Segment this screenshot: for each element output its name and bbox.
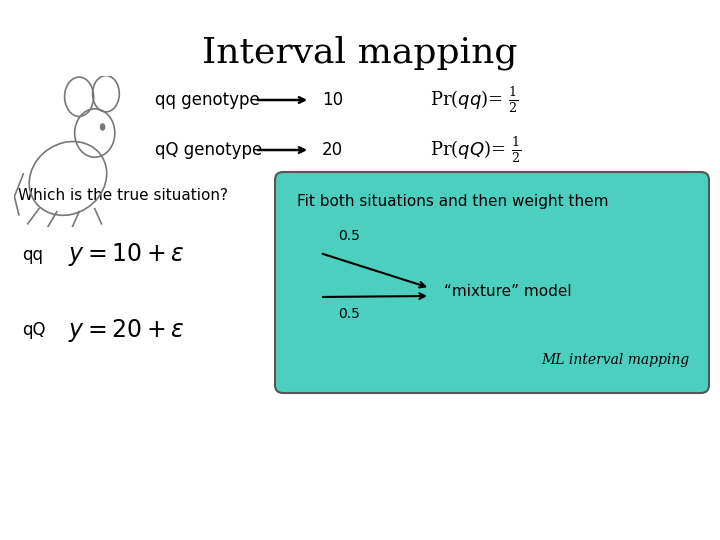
Text: ML interval mapping: ML interval mapping (541, 353, 689, 367)
Text: $y = 20 + \varepsilon$: $y = 20 + \varepsilon$ (68, 316, 184, 343)
Text: Fit both situations and then weight them: Fit both situations and then weight them (297, 194, 608, 209)
Text: Pr($\mathit{qQ}$)= $\mathregular{\frac{1}{2}}$: Pr($\mathit{qQ}$)= $\mathregular{\frac{1… (430, 135, 521, 165)
Text: qq genotype: qq genotype (155, 91, 260, 109)
Text: 0.5: 0.5 (338, 229, 360, 243)
Text: 20: 20 (322, 141, 343, 159)
Text: Pr($\mathit{qq}$)= $\mathregular{\frac{1}{2}}$: Pr($\mathit{qq}$)= $\mathregular{\frac{1… (430, 85, 518, 115)
Text: qQ genotype: qQ genotype (155, 141, 262, 159)
Text: 0.5: 0.5 (338, 307, 360, 321)
Text: qq: qq (22, 246, 43, 264)
Text: qQ: qQ (22, 321, 45, 339)
Text: Interval mapping: Interval mapping (202, 35, 518, 70)
Circle shape (100, 123, 105, 131)
FancyBboxPatch shape (275, 172, 709, 393)
Text: $y = 10 + \varepsilon$: $y = 10 + \varepsilon$ (68, 241, 184, 268)
Text: 10: 10 (322, 91, 343, 109)
Text: “mixture” model: “mixture” model (444, 285, 572, 300)
Text: Which is the true situation?: Which is the true situation? (18, 187, 228, 202)
